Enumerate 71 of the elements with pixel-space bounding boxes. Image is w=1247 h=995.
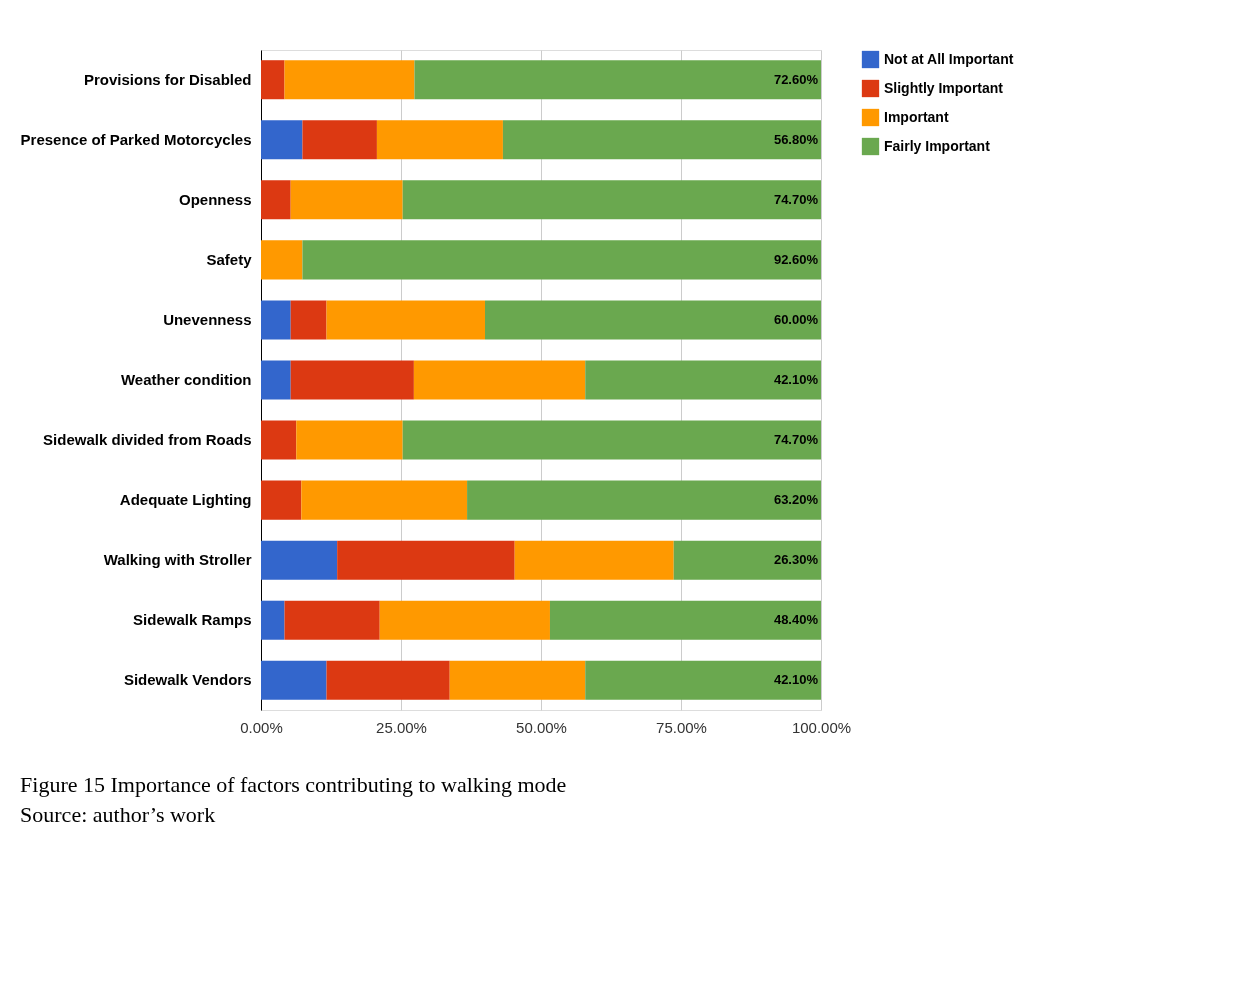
bar — [261, 480, 302, 520]
y-tick-label: Sidewalk Vendors — [123, 671, 252, 689]
y-tick-label: Sidewalk Ramps — [133, 611, 252, 629]
bar — [585, 660, 821, 700]
bar — [261, 660, 327, 700]
data-label: 42.10% — [773, 672, 819, 688]
x-tick-label: 75.00% — [656, 718, 707, 736]
legend-label: Not at All Important — [884, 50, 1014, 67]
data-label: 60.00% — [773, 311, 819, 327]
y-tick-label: Provisions for Disabled — [83, 70, 252, 88]
bar — [467, 480, 821, 520]
bar — [337, 540, 515, 580]
data-label: 48.40% — [773, 612, 819, 628]
bar — [261, 360, 291, 400]
bar — [449, 660, 586, 700]
bar — [549, 600, 821, 640]
bar — [290, 360, 414, 400]
data-label: 92.60% — [773, 251, 819, 267]
bar — [301, 480, 468, 520]
data-label: 74.70% — [773, 432, 819, 448]
legend-label: Fairly Important — [884, 137, 991, 154]
bar — [290, 180, 403, 220]
caption: Figure 15 Importance of factors contributing to walking mode — [20, 772, 567, 797]
data-label: 74.70% — [773, 191, 819, 207]
bar — [302, 120, 377, 160]
source-note: Source: author’s work — [20, 802, 216, 827]
legend-label: Important — [884, 108, 949, 125]
bar — [261, 540, 338, 580]
y-tick-label: Safety — [206, 250, 253, 268]
bar — [502, 120, 821, 160]
bar — [261, 180, 291, 220]
bar — [326, 660, 450, 700]
x-tick-label: 100.00% — [791, 718, 852, 736]
y-tick-label: Walking with Stroller — [103, 551, 252, 569]
bar — [261, 60, 285, 100]
data-label: 72.60% — [773, 71, 819, 87]
data-label: 56.80% — [773, 131, 819, 147]
bar — [414, 60, 821, 100]
bar — [296, 420, 403, 460]
bar — [284, 600, 380, 640]
bar — [379, 600, 550, 640]
x-tick-label: 50.00% — [516, 718, 567, 736]
data-label: 42.10% — [773, 372, 819, 387]
bar — [261, 300, 291, 340]
data-label: 26.30% — [773, 552, 819, 568]
y-tick-label: Weather condition — [120, 371, 252, 388]
bar — [326, 300, 485, 340]
bar — [585, 360, 821, 400]
bar — [302, 240, 821, 280]
bar — [261, 600, 285, 640]
x-tick-label: 0.00% — [240, 718, 283, 736]
x-tick-label: 25.00% — [376, 718, 427, 736]
bar — [402, 180, 821, 220]
bar — [376, 120, 503, 160]
bar — [290, 300, 327, 340]
bar — [261, 120, 303, 160]
y-tick-label: Unevenness — [163, 310, 252, 328]
bar — [261, 240, 303, 280]
data-label: 63.20% — [773, 492, 819, 508]
y-tick-label: Presence of Parked Motorcycles — [20, 130, 252, 148]
y-tick-label: Openness — [178, 190, 252, 208]
bar — [413, 360, 586, 400]
y-tick-label: Adequate Lighting — [119, 491, 252, 509]
bar — [261, 420, 297, 460]
y-tick-label: Sidewalk divided from Roads — [43, 431, 252, 449]
bar — [514, 540, 674, 580]
bar — [284, 60, 415, 100]
legend-label: Slightly Important — [884, 79, 1004, 96]
bar — [673, 540, 821, 580]
bar — [485, 300, 821, 340]
bar — [402, 420, 821, 460]
